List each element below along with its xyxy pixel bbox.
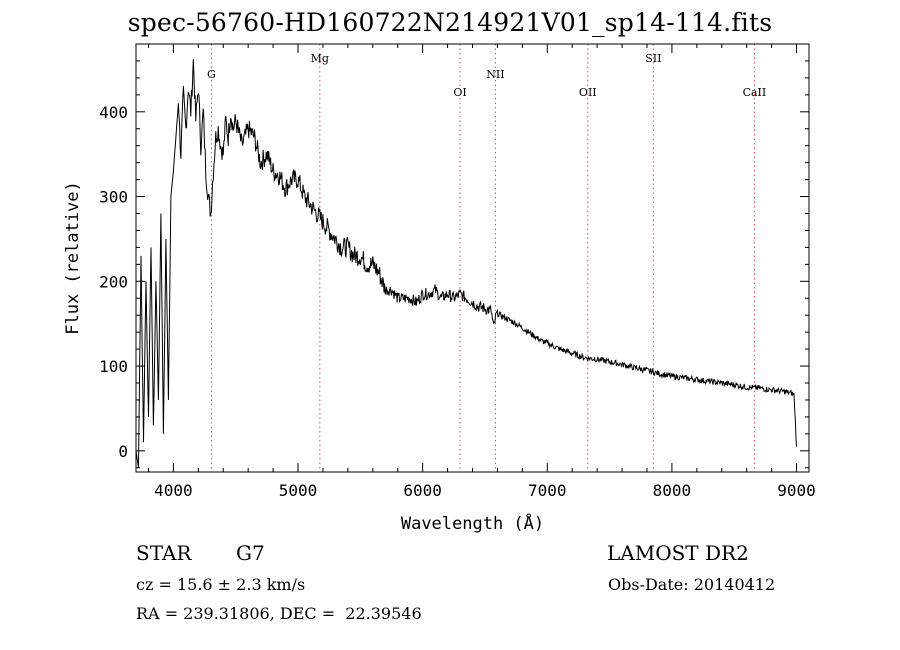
x-tick-label: 9000	[777, 481, 816, 500]
x-tick-label: 8000	[653, 481, 692, 500]
axes: 4000 5000 6000 7000 8000 9000 0 100 200 300 400	[99, 44, 816, 500]
x-axis-label: Wavelength (Å)	[401, 512, 544, 534]
line-label-mg: Mg	[311, 52, 329, 65]
object-class: STAR	[136, 541, 192, 565]
chart-title: spec-56760-HD160722N214921V01_sp14-114.f…	[127, 8, 773, 37]
x-tick-label: 6000	[403, 481, 442, 500]
line-label-caii: CaII	[743, 86, 767, 99]
line-label-sii: SII	[645, 52, 661, 65]
redshift-info: cz = 15.6 ± 2.3 km/s	[136, 575, 306, 594]
x-tick-label: 4000	[154, 481, 193, 500]
plot-frame	[135, 43, 810, 473]
observation-date: Obs-Date: 20140412	[608, 575, 776, 594]
line-label-oii: OII	[579, 86, 597, 99]
y-tick-label: 400	[99, 103, 128, 122]
y-tick-label: 300	[99, 188, 128, 207]
line-label-nii: NII	[486, 68, 504, 81]
spectral-line-markers: G Mg OI NII OII SII CaII	[207, 44, 766, 472]
survey-name: LAMOST DR2	[607, 541, 749, 565]
line-label-g: G	[207, 68, 216, 81]
object-subclass: G7	[236, 541, 265, 565]
y-axis-label: Flux (relative)	[63, 181, 83, 335]
y-tick-label: 0	[118, 442, 128, 461]
y-tick-label: 200	[99, 272, 128, 291]
coordinates-info: RA = 239.31806, DEC = 22.39546	[136, 604, 422, 623]
x-tick-label: 5000	[279, 481, 318, 500]
line-label-oi: OI	[453, 86, 466, 99]
spectrum-line	[135, 59, 797, 468]
x-tick-label: 7000	[528, 481, 567, 500]
y-tick-label: 100	[99, 357, 128, 376]
